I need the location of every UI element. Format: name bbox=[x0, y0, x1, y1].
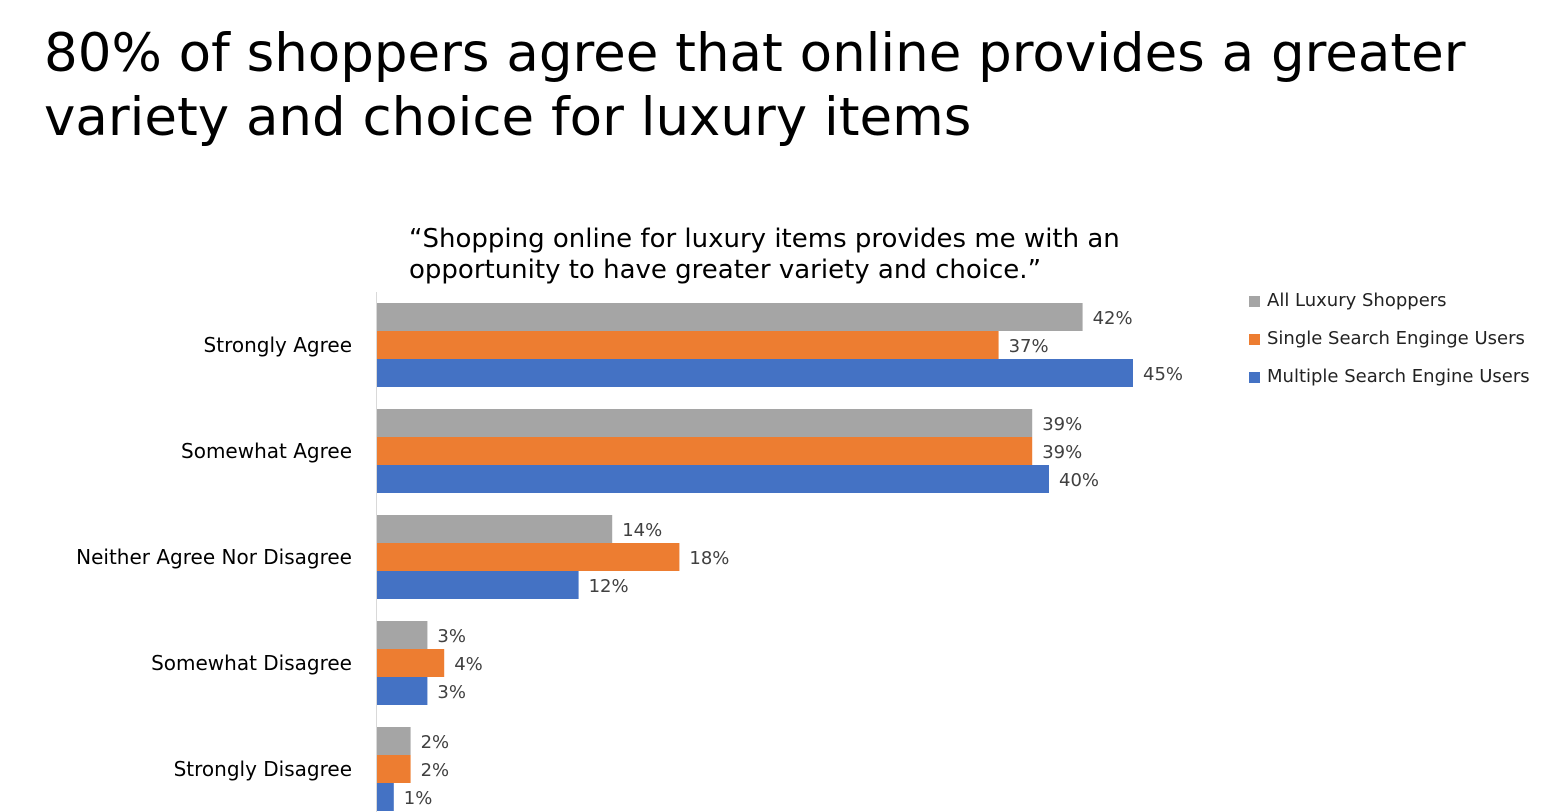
bar bbox=[377, 465, 1049, 493]
legend-label: Single Search Enginge Users bbox=[1267, 328, 1525, 349]
data-label: 39% bbox=[1042, 414, 1082, 435]
data-label: 12% bbox=[589, 576, 629, 597]
legend-swatch bbox=[1249, 296, 1260, 307]
bar bbox=[377, 303, 1083, 331]
data-label: 3% bbox=[437, 626, 466, 647]
data-label: 1% bbox=[404, 788, 433, 809]
legend-label: Multiple Search Engine Users bbox=[1267, 366, 1530, 387]
category-label: Somewhat Disagree bbox=[151, 651, 352, 675]
page-title: 80% of shoppers agree that online provid… bbox=[44, 23, 1466, 148]
bar bbox=[377, 677, 428, 705]
data-label: 14% bbox=[622, 520, 662, 541]
chart-title: “Shopping online for luxury items provid… bbox=[409, 224, 1120, 285]
category-group: Somewhat Disagree 3% 4% 3% bbox=[151, 621, 483, 705]
bar bbox=[377, 571, 579, 599]
category-group: Somewhat Agree 39% 39% 40% bbox=[181, 409, 1099, 493]
category-label: Somewhat Agree bbox=[181, 439, 352, 463]
data-label: 4% bbox=[454, 654, 483, 675]
data-label: 42% bbox=[1093, 308, 1133, 329]
data-label: 37% bbox=[1009, 336, 1049, 357]
category-group: Neither Agree Nor Disagree 14% 18% 12% bbox=[76, 515, 729, 599]
category-label: Neither Agree Nor Disagree bbox=[76, 545, 352, 569]
legend-swatch bbox=[1249, 372, 1260, 383]
bar bbox=[377, 515, 613, 543]
category-group: Strongly Agree 42% 37% 45% bbox=[204, 303, 1183, 387]
category-group: Strongly Disagree 2% 2% 1% bbox=[174, 727, 450, 811]
data-label: 2% bbox=[421, 732, 450, 753]
data-label: 3% bbox=[437, 682, 466, 703]
bar bbox=[377, 727, 411, 755]
bar bbox=[377, 437, 1033, 465]
data-label: 45% bbox=[1143, 364, 1183, 385]
data-label: 18% bbox=[689, 548, 729, 569]
bar bbox=[377, 543, 680, 571]
bar bbox=[377, 621, 428, 649]
bar bbox=[377, 649, 445, 677]
bar bbox=[377, 409, 1033, 437]
legend-swatch bbox=[1249, 334, 1260, 345]
category-label: Strongly Agree bbox=[204, 333, 352, 357]
data-label: 39% bbox=[1042, 442, 1082, 463]
category-label: Strongly Disagree bbox=[174, 757, 352, 781]
bar bbox=[377, 755, 411, 783]
legend-label: All Luxury Shoppers bbox=[1267, 290, 1447, 311]
data-label: 40% bbox=[1059, 470, 1099, 491]
bar bbox=[377, 783, 394, 811]
bar bbox=[377, 359, 1133, 387]
bar bbox=[377, 331, 999, 359]
data-label: 2% bbox=[421, 760, 450, 781]
